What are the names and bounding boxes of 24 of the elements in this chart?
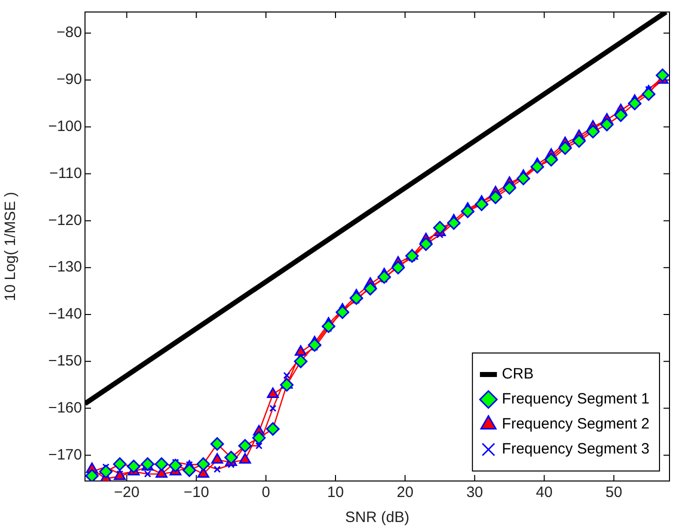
x-tick-label: −20 — [114, 484, 140, 502]
x-tick-label: 30 — [466, 484, 484, 502]
y-tick-label: −150 — [48, 352, 82, 370]
y-tick-label: −110 — [49, 164, 82, 182]
y-tick-label: −170 — [48, 446, 82, 464]
x-tick-label: 50 — [605, 484, 622, 502]
y-tick-label: −140 — [48, 306, 82, 323]
x-tick-label: 10 — [327, 484, 344, 502]
x-axis-title: SNR (dB) — [345, 509, 410, 526]
x-tick-label: 0 — [262, 484, 270, 502]
x-tick-label: 40 — [536, 484, 553, 502]
legend-label: Frequency Segment 2 — [502, 416, 650, 433]
y-tick-label: −90 — [56, 71, 82, 88]
y-axis-title: 10 Log( 1/MSE ) — [2, 192, 20, 302]
legend-label: CRB — [502, 366, 534, 383]
y-tick-label: −120 — [48, 212, 82, 229]
legend-label: Frequency Segment 1 — [502, 390, 650, 408]
x-tick-label: −10 — [184, 484, 210, 502]
x-tick-label: 20 — [396, 484, 414, 502]
legend-label: Frequency Segment 3 — [502, 440, 650, 458]
y-tick-label: −130 — [48, 258, 82, 276]
y-tick-label: −160 — [48, 399, 82, 416]
y-tick-label: −80 — [56, 24, 82, 42]
y-tick-label: −100 — [48, 118, 82, 136]
